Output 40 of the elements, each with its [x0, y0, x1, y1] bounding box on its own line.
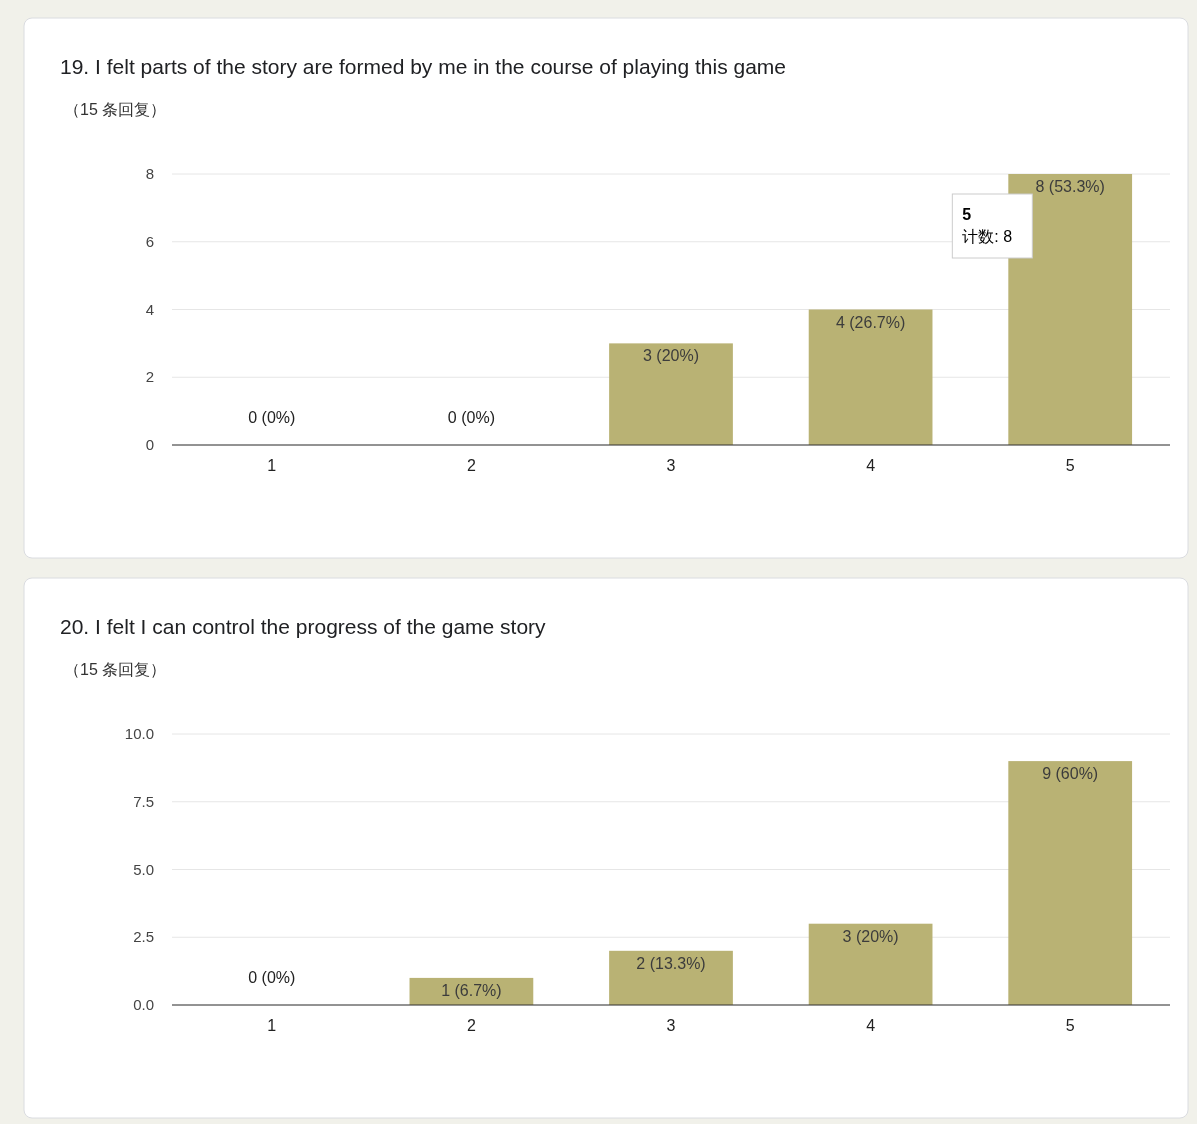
chart-subtitle: （15 条回复）	[64, 661, 167, 678]
x-tick-label: 3	[666, 1017, 676, 1034]
data-label: 2 (13.3%)	[636, 954, 706, 972]
x-tick-label: 5	[1065, 457, 1075, 474]
x-tick-label: 1	[267, 457, 277, 474]
chart-title: 19. I felt parts of the story are formed by me in the course of playing this game	[60, 55, 787, 78]
chart-title: 20. I felt I can control the progress of the game story	[60, 615, 547, 638]
annotation: 5 计数: 8	[962, 206, 1013, 245]
bar	[609, 950, 733, 1005]
x-tick-label: 4	[866, 1017, 876, 1034]
data-label: 8 (53.3%)	[1035, 178, 1105, 195]
bar	[1008, 761, 1133, 1005]
x-tick-label: 2	[466, 1017, 476, 1034]
data-label: 0 (0%)	[248, 969, 296, 986]
y-tick-label: 2.5	[133, 928, 154, 946]
y-tick-label: 5.0	[133, 860, 154, 878]
x-tick-label: 3	[666, 457, 676, 474]
x-tick-label: 1	[267, 1017, 277, 1034]
bar	[808, 923, 933, 1005]
bar	[609, 343, 733, 445]
data-label: 9 (60%)	[1042, 765, 1099, 783]
y-tick-label: 8	[145, 165, 154, 182]
y-tick-label: 10.0	[124, 725, 154, 742]
y-tick-label: 0	[145, 436, 154, 453]
chart-subtitle: （15 条回复）	[64, 101, 167, 118]
data-label: 1 (6.7%)	[441, 981, 502, 999]
data-label: 4 (26.7%)	[835, 313, 906, 331]
bar	[808, 309, 933, 445]
data-label: 3 (20%)	[642, 347, 700, 365]
y-tick-label: 6	[145, 232, 154, 250]
data-label: 0 (0%)	[447, 409, 495, 426]
x-tick-label: 5	[1065, 1017, 1075, 1034]
x-tick-label: 4	[866, 457, 876, 474]
y-tick-label: 0.0	[133, 996, 154, 1013]
data-label: 0 (0%)	[248, 409, 296, 426]
x-tick-label: 2	[466, 457, 476, 474]
y-tick-label: 4	[145, 300, 154, 318]
data-label: 3 (20%)	[842, 927, 899, 945]
y-tick-label: 2	[145, 368, 154, 386]
y-tick-label: 7.5	[133, 792, 154, 810]
